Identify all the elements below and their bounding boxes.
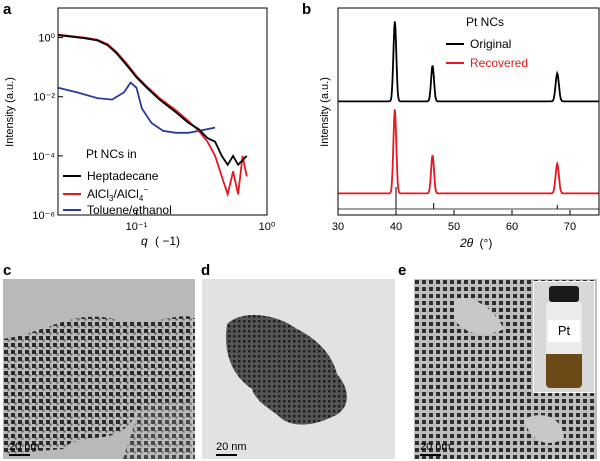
- vial-label-box: Pt: [548, 320, 580, 342]
- chart-a-xlabel-symbol: q: [141, 234, 148, 248]
- y-tick-label-3: 10⁻⁶: [32, 210, 55, 222]
- chart-a-ylabel: Intensity (a.u.): [4, 77, 16, 147]
- vial-cap: [549, 286, 579, 302]
- chart-b-xlabel: 2θ (°): [459, 236, 492, 250]
- panel-letter-a: a: [3, 1, 12, 18]
- tem-d-aggregate: [226, 314, 347, 425]
- panel-letter-c: c: [3, 262, 12, 279]
- legend-label-toluene: Toluene/ethanol: [87, 203, 172, 217]
- chart-a-xlabel: q ( −1): [141, 234, 180, 248]
- tem-d-scale-label: 20 nm: [216, 441, 247, 453]
- chart-b-reference-peaks: [338, 187, 599, 210]
- chart-b-ylabel: Intensity (a.u.): [319, 77, 331, 147]
- b-x-tick-label-4: 70: [564, 221, 576, 233]
- tem-d-scale-bar: 20 nm: [216, 441, 247, 456]
- legend-label-original: Original: [470, 37, 511, 51]
- x-tick-label-1: 10⁰: [259, 221, 276, 233]
- tem-c-scale-label: 20 nm: [9, 441, 40, 453]
- tem-image-e: Pt 20 nm: [414, 279, 597, 459]
- panel-letter-d: d: [201, 262, 211, 279]
- vial-liquid: [546, 354, 582, 388]
- tem-c-scale-bar: 20 nm: [9, 441, 40, 456]
- chart-b-xlabel-symbol: 2θ: [459, 236, 474, 250]
- chart-a-frame: [57, 7, 268, 216]
- tem-image-c: 20 nm: [3, 279, 195, 459]
- b-x-tick-label-3: 60: [506, 221, 518, 233]
- b-x-tick-label-1: 40: [390, 221, 402, 233]
- panel-letter-b: b: [302, 1, 312, 18]
- y-tick-label-0: 10⁰: [38, 33, 55, 45]
- legend-label-alcl3: AlCl3/AlCl4−: [87, 185, 148, 203]
- b-x-tick-label-2: 50: [448, 221, 460, 233]
- series-line-2: [57, 81, 216, 134]
- xrd-line-1: [338, 109, 599, 195]
- chart-b-xrd: 30 40 50 60 70 Intensity (a.u.) 2θ (°) Pt NC…: [319, 7, 600, 250]
- chart-b-legend-title: Pt NCs: [466, 15, 504, 29]
- b-x-tick-label-0: 30: [332, 221, 344, 233]
- tem-c-particles: [3, 316, 195, 459]
- chart-a-xlabel-unit: ( −1): [155, 234, 180, 248]
- chart-b-series-group: [338, 21, 599, 195]
- vial-inset: Pt: [533, 281, 595, 393]
- xrd-line-0: [338, 21, 599, 103]
- tem-d-scale-line: [216, 454, 237, 456]
- x-tick-label-0: 10⁻¹: [126, 221, 148, 233]
- chart-a-ticks: 10⁻¹ 10⁰ 10⁰ 10⁻² 10⁻⁴ 10⁻⁶: [32, 33, 276, 233]
- tem-e-scale-line: [420, 454, 441, 456]
- chart-a-legend-title: Pt NCs in: [86, 147, 137, 161]
- tem-c-scale-line: [9, 454, 30, 456]
- chart-b-ticks: 30 40 50 60 70: [332, 210, 576, 233]
- chart-b-xlabel-unit: (°): [480, 236, 493, 250]
- series-line-0: [57, 34, 248, 167]
- legend-label-heptadecane: Heptadecane: [87, 169, 159, 183]
- chart-a-series-group: [57, 33, 248, 198]
- tem-e-scale-label: 20 nm: [420, 441, 451, 453]
- chart-b-frame: [337, 7, 600, 216]
- tem-e-scale-bar: 20 nm: [420, 441, 451, 456]
- y-tick-label-2: 10⁻⁴: [32, 151, 55, 163]
- legend-label-recovered: Recovered: [470, 56, 528, 70]
- panel-letter-e: e: [398, 262, 407, 279]
- tem-image-d: 20 nm: [202, 279, 395, 459]
- y-tick-label-1: 10⁻²: [33, 92, 55, 104]
